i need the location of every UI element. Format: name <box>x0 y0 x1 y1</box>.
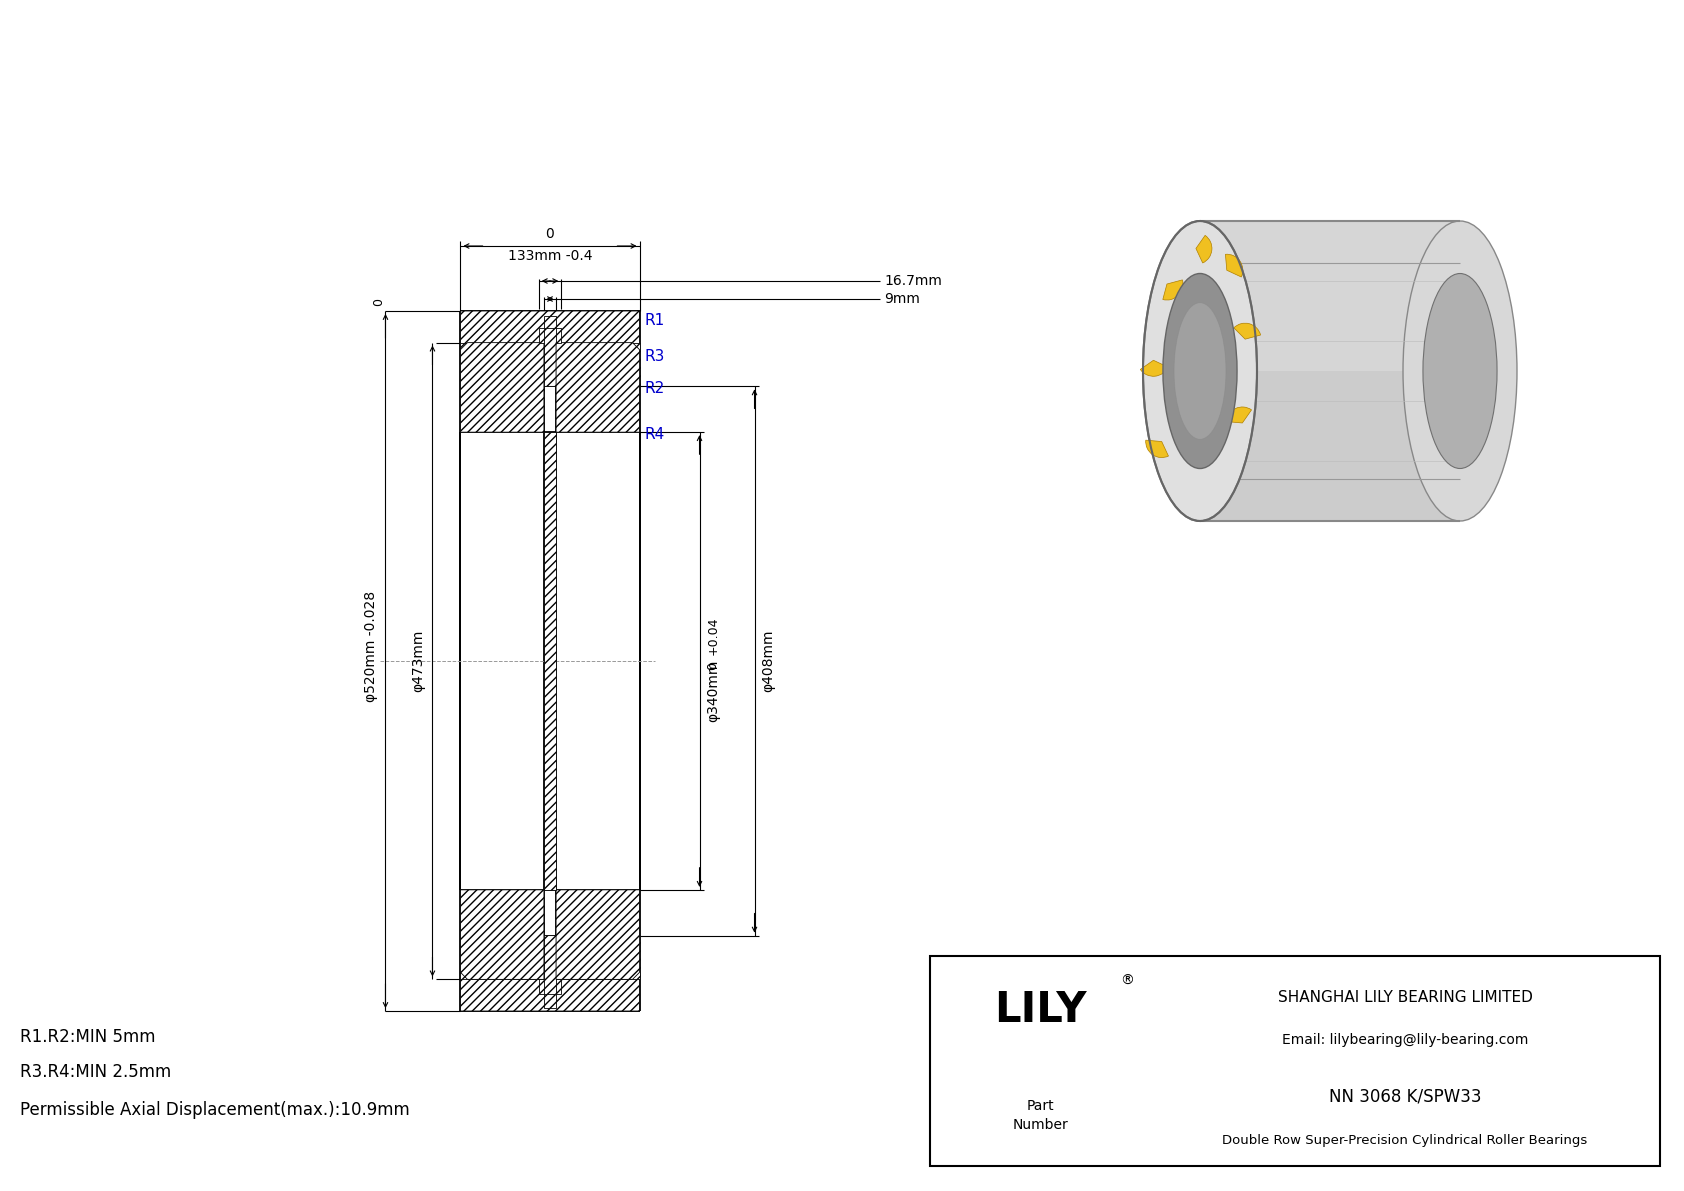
Polygon shape <box>556 890 640 979</box>
Text: Permissible Axial Displacement(max.):10.9mm: Permissible Axial Displacement(max.):10.… <box>20 1100 409 1120</box>
Wedge shape <box>1234 323 1261 339</box>
Bar <box>1201 222 1460 372</box>
Text: R2: R2 <box>645 381 665 397</box>
Text: φ520mm -0.028: φ520mm -0.028 <box>364 591 379 701</box>
Text: R1: R1 <box>645 313 665 329</box>
Text: LILY: LILY <box>994 989 1086 1030</box>
Text: φ340mm: φ340mm <box>707 660 721 722</box>
Bar <box>1201 222 1460 520</box>
Polygon shape <box>544 316 556 329</box>
Ellipse shape <box>1164 274 1238 468</box>
Ellipse shape <box>1423 274 1497 468</box>
Text: 133mm -0.4: 133mm -0.4 <box>509 249 593 263</box>
Text: SHANGHAI LILY BEARING LIMITED: SHANGHAI LILY BEARING LIMITED <box>1278 991 1532 1005</box>
Polygon shape <box>556 343 640 386</box>
Wedge shape <box>1164 280 1182 300</box>
Text: 9mm: 9mm <box>884 292 921 306</box>
Text: R4: R4 <box>645 428 665 442</box>
Text: Part
Number: Part Number <box>1012 1099 1068 1133</box>
Polygon shape <box>460 936 544 979</box>
Polygon shape <box>460 343 544 432</box>
Text: R1.R2:MIN 5mm: R1.R2:MIN 5mm <box>20 1028 155 1046</box>
Text: 16.7mm: 16.7mm <box>884 274 943 288</box>
Polygon shape <box>539 329 544 343</box>
Text: Double Row Super-Precision Cylindrical Roller Bearings: Double Row Super-Precision Cylindrical R… <box>1223 1134 1588 1147</box>
Polygon shape <box>556 936 640 979</box>
Polygon shape <box>544 993 556 1008</box>
Wedge shape <box>1226 254 1243 278</box>
Text: +0.04: +0.04 <box>707 617 719 655</box>
Wedge shape <box>1196 236 1212 263</box>
Polygon shape <box>460 890 544 979</box>
Ellipse shape <box>1403 222 1517 520</box>
Polygon shape <box>539 979 544 993</box>
Polygon shape <box>460 936 640 1011</box>
Text: φ473mm: φ473mm <box>411 630 426 692</box>
Text: R3: R3 <box>645 349 665 363</box>
Bar <box>930 956 1660 1166</box>
Wedge shape <box>1226 407 1251 423</box>
Polygon shape <box>460 343 544 386</box>
Text: φ408mm: φ408mm <box>761 630 776 692</box>
Text: 0: 0 <box>372 298 386 306</box>
Text: ®: ® <box>1120 974 1133 989</box>
Text: Email: lilybearing@lily-bearing.com: Email: lilybearing@lily-bearing.com <box>1282 1033 1527 1047</box>
Text: NN 3068 K/SPW33: NN 3068 K/SPW33 <box>1329 1087 1482 1105</box>
Text: 0: 0 <box>546 227 554 241</box>
Polygon shape <box>556 329 561 343</box>
Polygon shape <box>556 979 561 993</box>
Polygon shape <box>544 432 556 890</box>
Wedge shape <box>1145 441 1169 457</box>
Wedge shape <box>1140 361 1169 376</box>
Text: R3.R4:MIN 2.5mm: R3.R4:MIN 2.5mm <box>20 1064 172 1081</box>
Text: 0: 0 <box>707 662 719 671</box>
Polygon shape <box>556 343 640 432</box>
Polygon shape <box>460 311 640 386</box>
Ellipse shape <box>1174 303 1226 439</box>
Ellipse shape <box>1143 222 1256 520</box>
